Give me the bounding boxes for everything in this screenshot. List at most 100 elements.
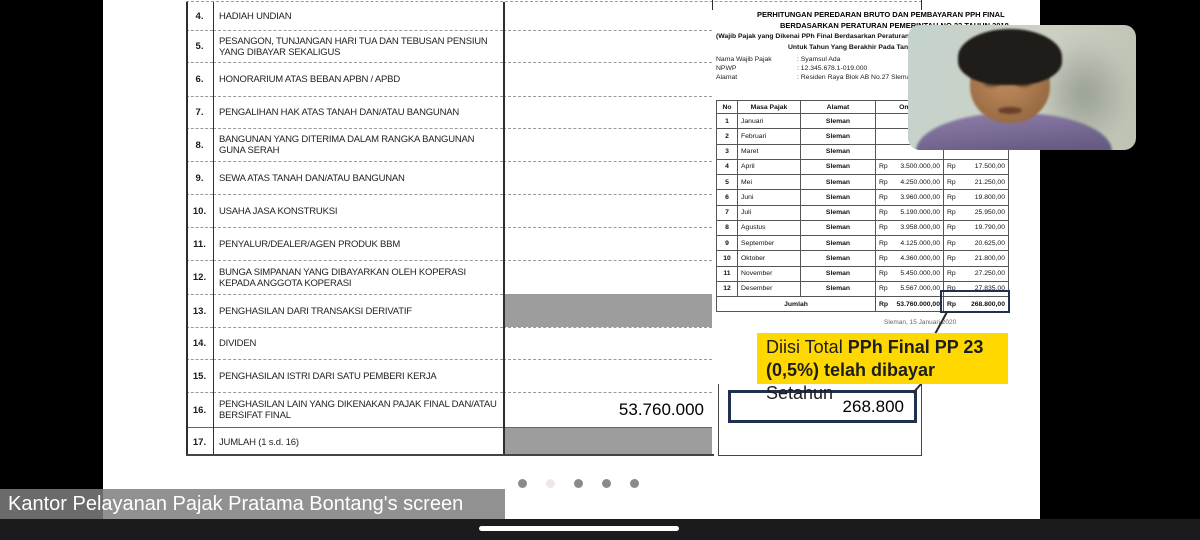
table-header-No: No [717, 101, 738, 114]
form-row-number: 6. [186, 62, 213, 96]
form-top-dashed-line [186, 1, 922, 2]
callout-prefix: Diisi Total [766, 337, 848, 357]
currency-label: Rp [947, 193, 956, 201]
table-cell-alamat: Sleman [801, 220, 876, 236]
form-row-number: 13. [186, 294, 213, 327]
form-row-label: SEWA ATAS TANAH DAN/ATAU BANGUNAN [213, 161, 503, 194]
table-cell-no: 1 [717, 114, 738, 130]
pph-final-total-box: 268.800 [728, 390, 917, 423]
form-row-value [503, 359, 712, 392]
amount-value: 4.360.000,00 [900, 254, 940, 262]
currency-label: Rp [947, 209, 956, 217]
form-row-number: 14. [186, 327, 213, 359]
table-cell-alamat: Sleman [801, 129, 876, 145]
form-row-label: PESANGON, TUNJANGAN HARI TUA DAN TEBUSAN… [213, 30, 503, 62]
table-cell-no: 2 [717, 129, 738, 145]
form-row-value [503, 96, 712, 128]
table-cell-omzet: Rp 3.960.000,00 [876, 190, 944, 206]
amount-value: 4.125.000,00 [900, 239, 940, 247]
form-row-label: PENGHASILAN LAIN YANG DIKENAKAN PAJAK FI… [213, 392, 503, 427]
table-cell-pph: Rp 27.835,00 [944, 281, 1009, 297]
carousel-dot[interactable] [574, 479, 583, 488]
form-divider-number [213, 2, 214, 456]
table-cell-no: 8 [717, 220, 738, 236]
carousel-dot[interactable] [546, 479, 555, 488]
carousel-dot[interactable] [602, 479, 611, 488]
doc-date-line: Sleman, 15 Januari 2020 [884, 319, 957, 326]
table-cell-alamat: Sleman [801, 190, 876, 206]
table-cell-month: Maret [738, 144, 801, 160]
table-cell-month: Januari [738, 114, 801, 130]
annotation-callout: Diisi Total PPh Final PP 23 (0,5%) telah… [757, 333, 1008, 403]
amount-value: 3.958.000,00 [900, 224, 940, 232]
jumlah-pph-highlight-box [940, 290, 1010, 313]
form-row-value [503, 327, 712, 359]
amount-value: 27.835,00 [974, 285, 1005, 293]
currency-label: Rp [947, 163, 956, 171]
amount-value: 17.500,00 [974, 163, 1005, 171]
form-row-label: BUNGA SIMPANAN YANG DIBAYARKAN OLEH KOPE… [213, 260, 503, 294]
table-cell-no: 6 [717, 190, 738, 206]
amount-value: 5.190.000,00 [900, 209, 940, 217]
table-cell-month: Februari [738, 129, 801, 145]
table-cell-month: Desember [738, 281, 801, 297]
table-cell-alamat: Sleman [801, 175, 876, 191]
currency-label: Rp [879, 285, 888, 293]
form-row-value [503, 2, 712, 30]
currency-label: Rp [947, 300, 957, 308]
currency-label: Rp [947, 254, 956, 262]
form-row-number: 16. [186, 392, 213, 427]
table-total-omzet: Rp 53.760.000,00 [876, 297, 944, 312]
table-cell-pph [944, 144, 1009, 160]
form-row-label: BANGUNAN YANG DITERIMA DALAM RANGKA BANG… [213, 128, 503, 161]
table-cell-pph: Rp 19.790,00 [944, 220, 1009, 236]
doc-title-line2: BERDASARKAN PERATURAN PEMERINTAH NO.23 T… [780, 21, 1009, 30]
form-row-number: 9. [186, 161, 213, 194]
amount-value: 268.800,00 [970, 300, 1005, 308]
form-row-value [503, 62, 712, 96]
form-row-label: JUMLAH (1 s.d. 16) [213, 427, 503, 456]
form-row-value [503, 427, 712, 456]
table-cell-pph: Rp 25.950,00 [944, 205, 1009, 221]
table-cell-omzet: Rp 5.190.000,00 [876, 205, 944, 221]
currency-label: Rp [879, 163, 888, 171]
amount-value: 21.250,00 [974, 178, 1005, 186]
currency-label: Rp [947, 285, 956, 293]
form-row-number: 7. [186, 96, 213, 128]
webcam-tile[interactable] [908, 25, 1136, 150]
form-row-label: DIVIDEN [213, 327, 503, 359]
webcam-person-mouth [998, 107, 1022, 114]
amount-value: 53.760.000,00 [896, 300, 940, 308]
form-row-value [503, 294, 712, 327]
form-row-number: 8. [186, 128, 213, 161]
form-row-label: USAHA JASA KONSTRUKSI [213, 194, 503, 227]
table-cell-alamat: Sleman [801, 144, 876, 160]
table-cell-omzet [876, 144, 944, 160]
currency-label: Rp [879, 239, 888, 247]
amount-value: 20.625,00 [974, 239, 1005, 247]
table-cell-alamat: Sleman [801, 266, 876, 282]
table-cell-omzet: Rp 5.450.000,00 [876, 266, 944, 282]
taxpayer-npwp-value: : 12.345.678.1-019.000 [797, 65, 868, 72]
form-row-number: 11. [186, 227, 213, 260]
table-header-Masa Pajak: Masa Pajak [738, 101, 801, 114]
currency-label: Rp [879, 209, 888, 217]
table-cell-no: 4 [717, 159, 738, 175]
table-cell-month: Juli [738, 205, 801, 221]
table-cell-month: Oktober [738, 251, 801, 267]
home-indicator [479, 526, 679, 531]
table-cell-pph: Rp 17.500,00 [944, 159, 1009, 175]
table-cell-no: 11 [717, 266, 738, 282]
table-cell-no: 7 [717, 205, 738, 221]
table-cell-omzet: Rp 4.250.000,00 [876, 175, 944, 191]
table-cell-alamat: Sleman [801, 251, 876, 267]
currency-label: Rp [879, 178, 888, 186]
currency-label: Rp [947, 178, 956, 186]
carousel-dot[interactable] [630, 479, 639, 488]
carousel-dot[interactable] [518, 479, 527, 488]
currency-label: Rp [879, 270, 888, 278]
pph-final-total-value: 268.800 [842, 396, 904, 416]
form-row-label: HONORARIUM ATAS BEBAN APBN / APBD [213, 62, 503, 96]
